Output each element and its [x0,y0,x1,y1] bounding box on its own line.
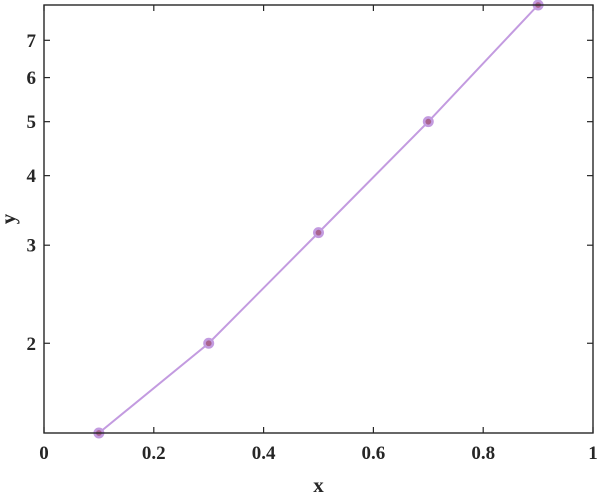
x-tick-label: 0.8 [471,443,495,464]
y-axis-ticks: 2 3 4 5 6 7 [27,31,593,355]
y-tick-label: 3 [27,236,37,257]
data-point [312,227,324,239]
y-tick-label: 5 [27,112,37,133]
x-axis-ticks: 0 0.2 0.4 0.6 0.8 1 [39,5,598,464]
plot-area [44,5,593,433]
y-tick-label: 6 [27,68,37,89]
x-tick-label: 0.4 [252,443,276,464]
data-point [203,337,215,349]
y-tick-label: 7 [27,31,37,52]
y-axis-title: y [0,213,20,224]
series-layer [93,0,544,439]
y-tick-label: 2 [27,334,37,355]
x-tick-label: 1 [588,443,598,464]
x-tick-label: 0.6 [362,443,386,464]
plot-frame [43,4,594,434]
x-axis-title: x [313,473,324,496]
y-tick-label: 4 [27,166,37,187]
data-point [422,116,434,128]
x-tick-label: 0.2 [142,443,166,464]
x-tick-label: 0 [39,443,49,464]
